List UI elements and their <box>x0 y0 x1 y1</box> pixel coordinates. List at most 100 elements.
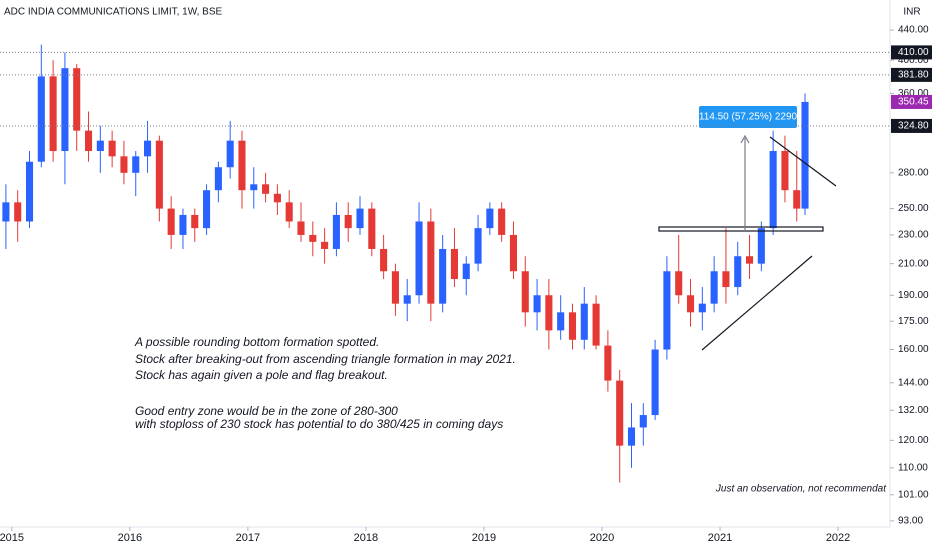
candle-body <box>250 184 258 191</box>
annotations: A possible rounding bottom formation spo… <box>134 335 516 431</box>
y-tick-label: 144.00 <box>898 377 929 388</box>
measure-label: 114.50 (57.25%) 2290 <box>699 112 798 123</box>
price-label: 324.80 <box>898 121 929 132</box>
candle-body <box>356 208 364 229</box>
candle-body <box>344 214 352 229</box>
price-label: 381.80 <box>898 70 929 81</box>
candle-body <box>675 271 683 296</box>
y-tick-label: 190.00 <box>898 290 929 301</box>
candle-body <box>380 248 388 272</box>
y-tick-label: 230.00 <box>898 230 929 241</box>
candle-body <box>321 241 329 249</box>
y-tick-label: 93.00 <box>898 515 923 526</box>
candle-body <box>580 303 588 340</box>
y-tick-label: 120.00 <box>898 435 929 446</box>
candle-body <box>604 345 612 381</box>
candle-body <box>49 76 57 152</box>
price-label-box <box>891 118 932 133</box>
candle-body <box>801 101 809 209</box>
candle-body <box>781 151 789 191</box>
candle-body <box>403 295 411 304</box>
price-label-box <box>891 45 932 60</box>
candle-body <box>568 312 577 340</box>
candle-body <box>757 228 765 264</box>
candle-body <box>226 140 234 168</box>
candle-body <box>332 214 340 249</box>
chart-title: ADC INDIA COMMUNICATIONS LIMIT, 1W, BSE <box>4 7 223 18</box>
measure-box <box>699 106 797 128</box>
candle-body <box>439 248 447 304</box>
candle-body <box>769 151 777 229</box>
candle-body <box>627 427 636 446</box>
candle-body <box>262 184 270 194</box>
y-tick-label: 250.00 <box>898 203 929 214</box>
candle-body <box>297 221 305 235</box>
candle-body <box>167 208 175 235</box>
x-tick-label: 2019 <box>472 532 496 544</box>
candle-body <box>214 167 222 191</box>
candle-body <box>557 312 565 331</box>
measure-arrowhead <box>740 134 750 144</box>
price-label: 350.45 <box>898 97 929 108</box>
y-tick-label: 175.00 <box>898 316 929 327</box>
candle-body <box>639 415 647 428</box>
y-tick-label: 160.00 <box>898 344 929 355</box>
candle-body <box>309 234 317 242</box>
axes: 93.00 101.00 110.00 120.00 132.00 144.00 160.0… <box>0 25 932 544</box>
candle-body <box>486 208 494 229</box>
candles <box>2 44 809 483</box>
flag-trendline <box>769 136 837 187</box>
x-tick-label: 2021 <box>708 532 732 544</box>
support-trendline <box>701 255 813 351</box>
annotation: Stock has again given a pole and flag br… <box>135 368 388 382</box>
candle-body <box>191 214 199 229</box>
footnote: Just an observation, not recommendat <box>715 484 887 495</box>
x-tick-label: 2018 <box>354 532 378 544</box>
candle-body <box>521 271 529 313</box>
x-tick-label: 2017 <box>236 532 260 544</box>
y-tick-label: 210.00 <box>898 258 929 269</box>
candle-body <box>533 295 541 313</box>
annotation: A possible rounding bottom formation spo… <box>134 335 379 349</box>
candle-body <box>25 161 34 222</box>
breakout-zone <box>658 226 824 232</box>
candle-body <box>132 156 140 173</box>
candle-body <box>238 140 246 191</box>
currency-label: INR <box>903 7 920 18</box>
candle-body <box>368 208 376 249</box>
x-tick-label: 2015 <box>0 532 24 544</box>
y-tick-label: 101.00 <box>898 489 929 500</box>
candle-body <box>415 221 423 296</box>
candle-body <box>96 140 104 152</box>
candle-body <box>73 68 81 131</box>
price-label-box <box>891 67 932 82</box>
candle-body <box>498 208 506 235</box>
candle-body <box>285 202 293 222</box>
candle-body <box>144 140 152 157</box>
y-tick-label: 110.00 <box>898 462 928 473</box>
candle-body <box>592 303 600 346</box>
candle-body <box>203 190 211 229</box>
candle-body <box>686 295 695 313</box>
candle-body <box>37 76 45 162</box>
drawings <box>658 134 837 351</box>
y-tick-label: 400.00 <box>898 55 929 66</box>
candle-body <box>391 271 399 304</box>
y-tick-label: 132.00 <box>898 405 929 416</box>
candle-body <box>450 248 458 280</box>
candle-body <box>61 68 69 152</box>
candle-body <box>474 228 482 264</box>
candle-body <box>509 234 518 272</box>
candle-body <box>651 349 659 416</box>
candle-body <box>155 140 163 209</box>
candle-body <box>710 271 718 304</box>
candle-body <box>734 256 742 288</box>
candle-body <box>462 263 470 280</box>
price-label-box <box>891 94 932 109</box>
x-tick-label: 2016 <box>118 532 142 544</box>
candle-body <box>545 295 553 331</box>
x-tick-label: 2022 <box>826 532 850 544</box>
candle-body <box>698 303 706 313</box>
candle-body <box>120 156 128 173</box>
